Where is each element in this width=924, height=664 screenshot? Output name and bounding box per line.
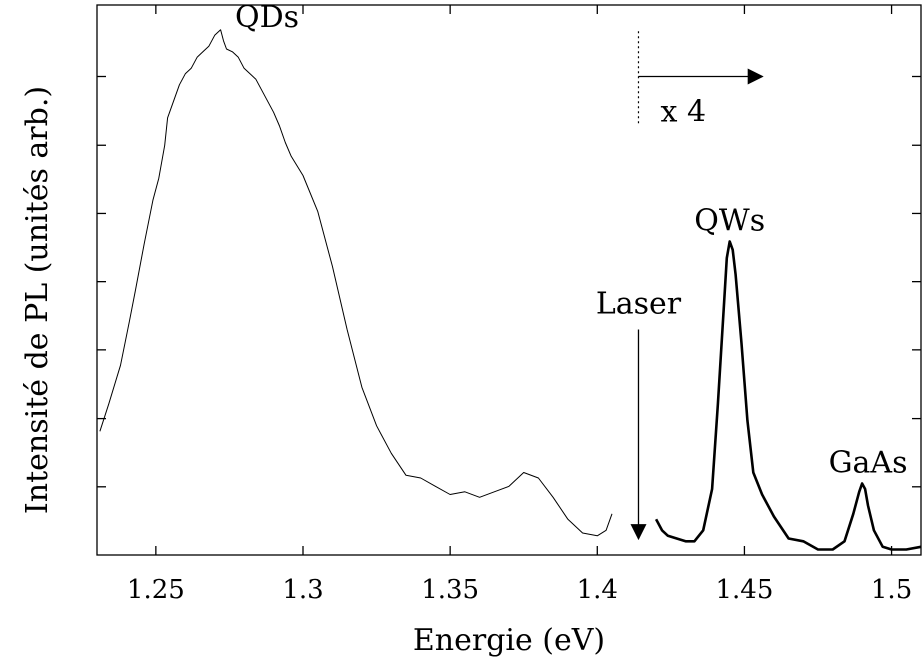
x-tick-label: 1.25 [127, 575, 185, 605]
series-line-1 [99, 29, 613, 537]
x-axis-title: Energie (eV) [413, 623, 605, 658]
x-tick-label: 1.35 [421, 575, 479, 605]
annotation-gaas: GaAs [829, 446, 908, 481]
y-axis [97, 75, 921, 488]
x-tick-label: 1.4 [577, 575, 618, 605]
x-tick-label: 1.5 [871, 575, 912, 605]
series-layer [99, 29, 922, 551]
annotation-layer: QDs QWs GaAs Laser x 4 [235, 0, 908, 541]
plot-frame [96, 4, 922, 556]
series-line-2 [654, 240, 922, 551]
annotation-laser: Laser [596, 287, 682, 322]
x-axis: 1.25 1.3 1.35 1.4 1.45 1.5 [127, 5, 912, 605]
y-axis-title: Intensité de PL (unités arb.) [20, 86, 55, 514]
x-tick-label: 1.45 [715, 575, 773, 605]
annotation-qds: QDs [235, 0, 299, 35]
x-tick-label: 1.3 [282, 575, 323, 605]
annotation-qws: QWs [694, 204, 765, 239]
plot-border [96, 4, 922, 556]
annotation-scale: x 4 [660, 95, 706, 130]
